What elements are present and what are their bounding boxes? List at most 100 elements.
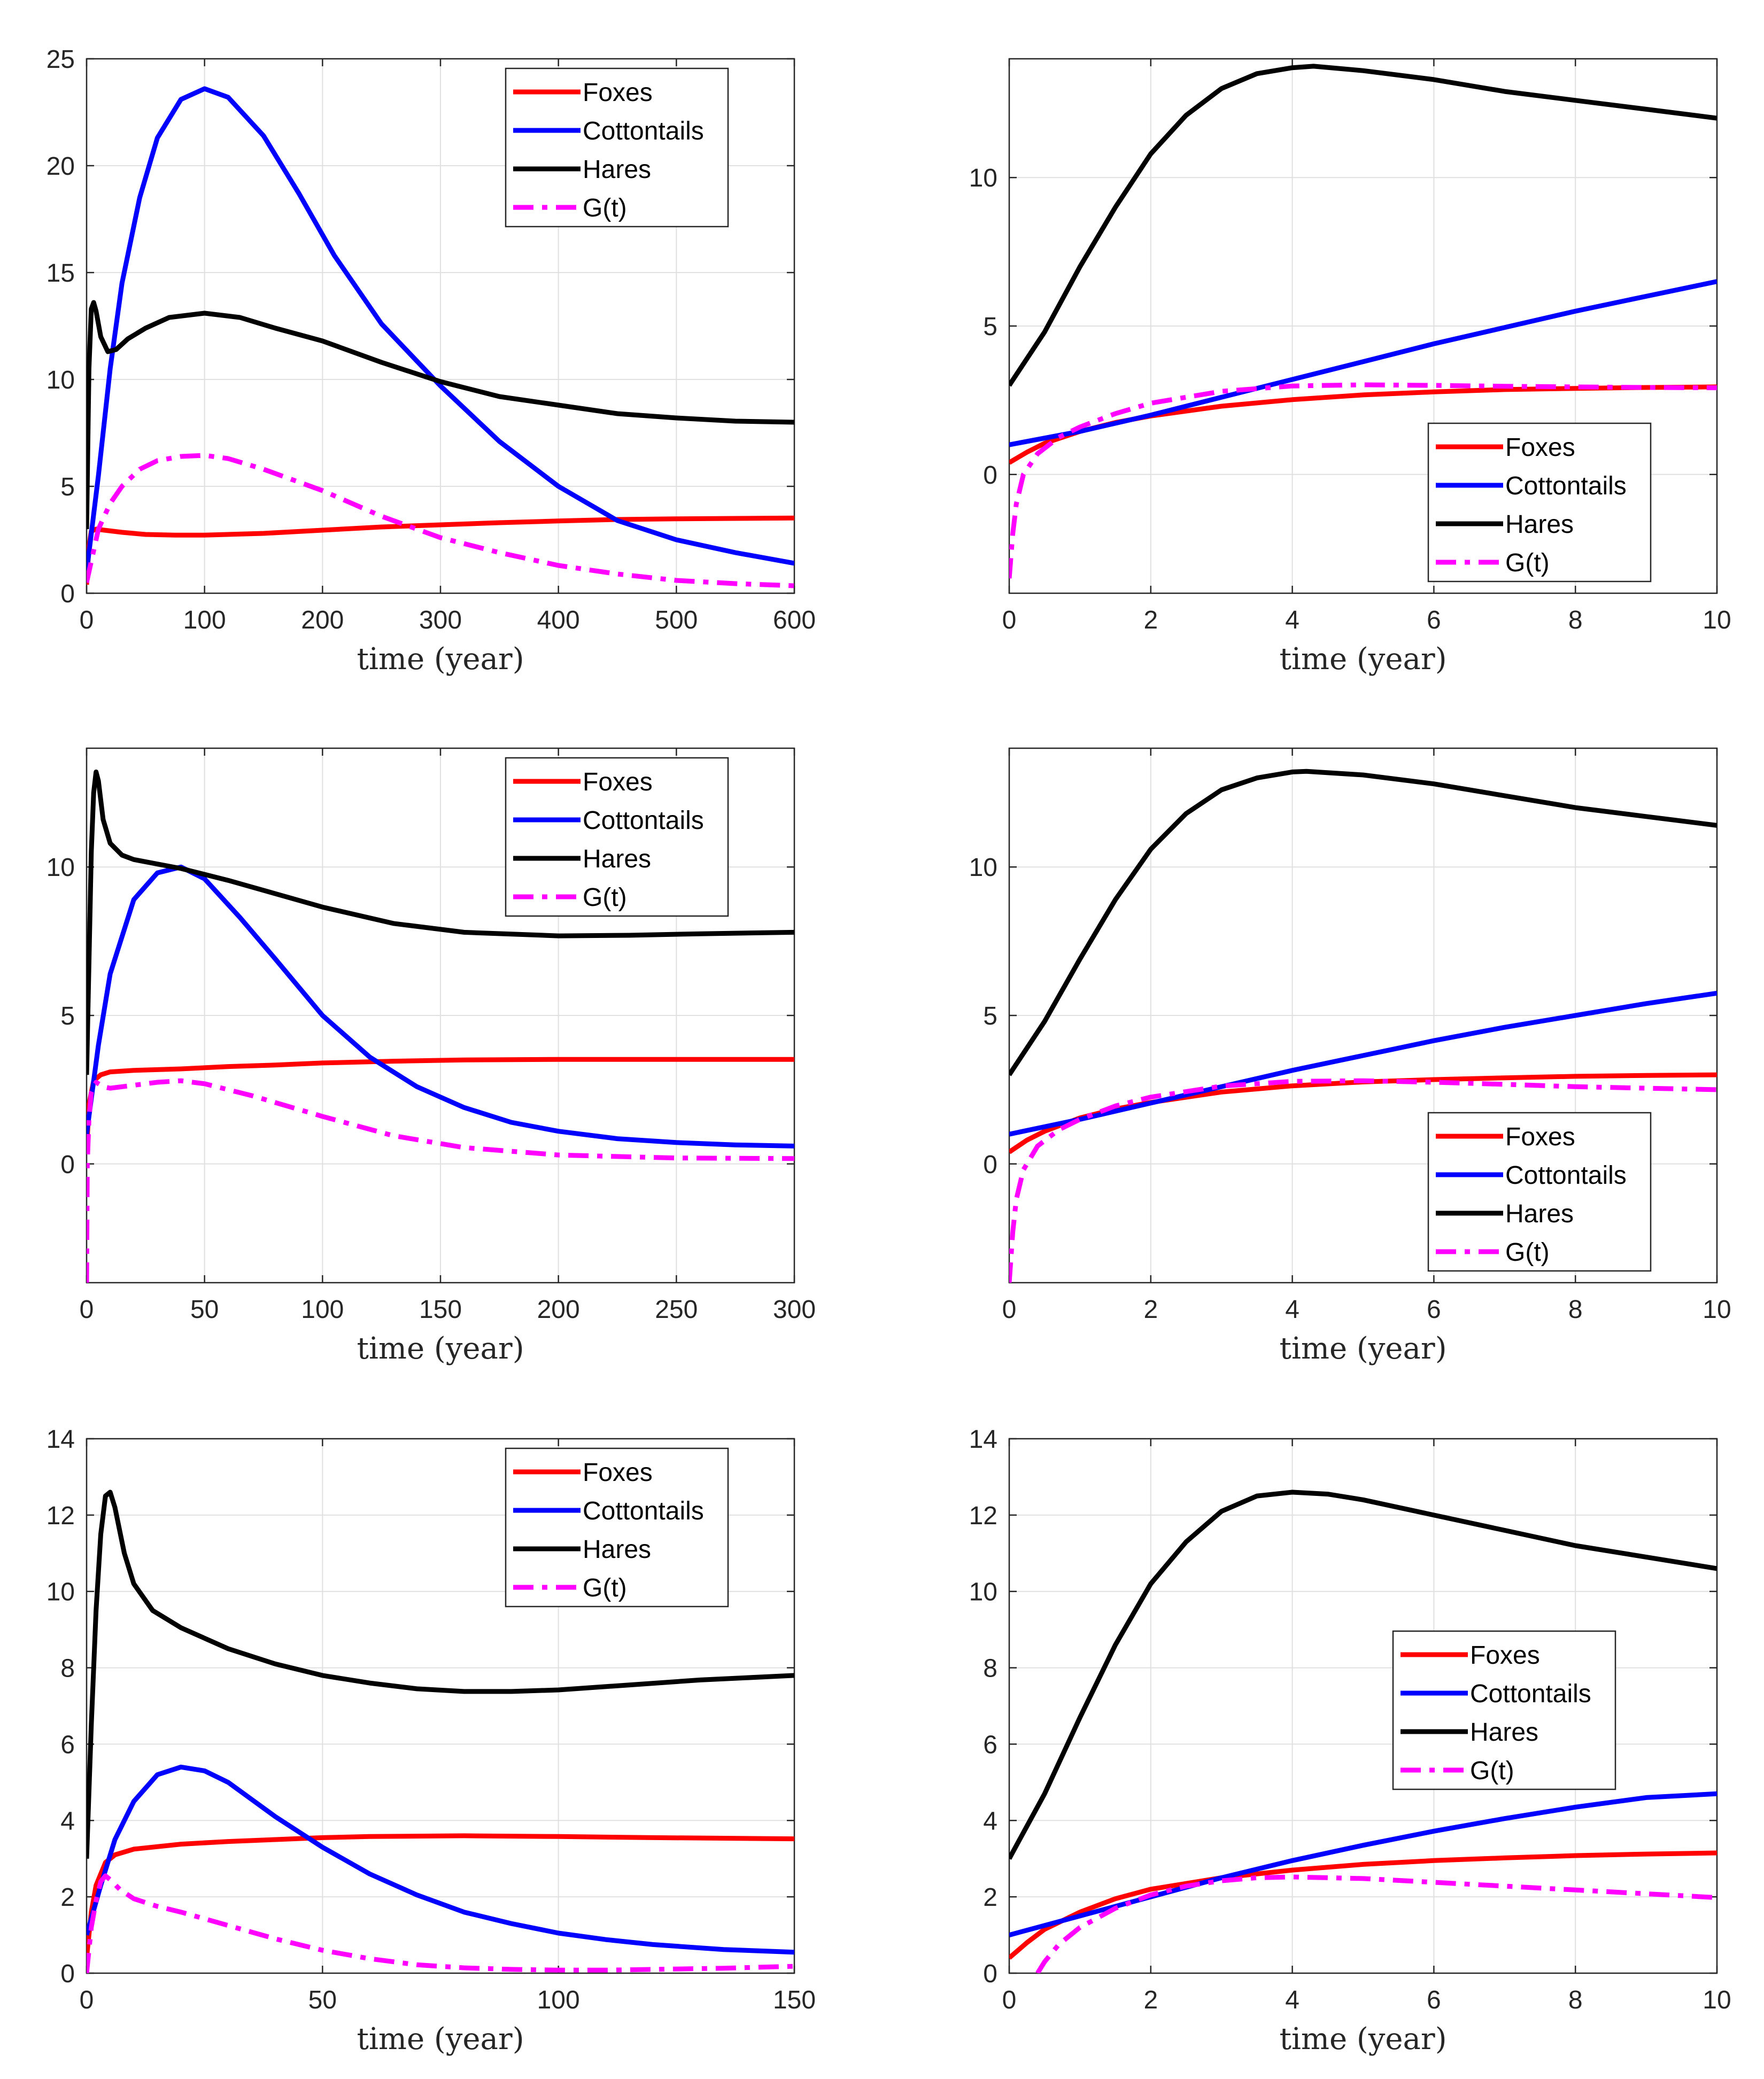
x-tick-label: 150 xyxy=(419,1296,462,1324)
x-axis-label: time (year) xyxy=(1279,1331,1446,1366)
x-tick-label: 400 xyxy=(537,606,580,634)
x-tick-label: 4 xyxy=(1285,606,1299,634)
x-tick-label: 300 xyxy=(419,606,462,634)
x-tick-label: 0 xyxy=(1002,606,1017,634)
x-tick-label: 2 xyxy=(1143,1986,1158,2014)
y-tick-label: 10 xyxy=(969,854,997,882)
legend-label: Foxes xyxy=(1470,1641,1540,1670)
legend-label: Cottontails xyxy=(1505,472,1627,500)
x-tick-label: 100 xyxy=(301,1296,344,1324)
series-cottontails-line xyxy=(87,1764,794,1955)
x-tick-label: 10 xyxy=(1703,606,1731,634)
legend-label: Hares xyxy=(1505,1200,1574,1228)
series-foxes-line xyxy=(1009,1072,1717,1154)
series-cottontails-line xyxy=(87,86,794,572)
series-group xyxy=(87,769,794,1283)
y-tick-label: 4 xyxy=(60,1807,75,1835)
x-tick-label: 0 xyxy=(80,1296,94,1324)
chart-panel-1: 0 100 200 300 400 500 600 0 5 10 15 20 25 time (year)… xyxy=(47,45,816,677)
chart-panel-5: 0 50 100 150 0 2 4 6 8 10 12 14 time (year) Foxes Cott… xyxy=(47,1425,816,2057)
y-tick-label: 8 xyxy=(983,1655,997,1683)
x-tick-label: 250 xyxy=(655,1296,698,1324)
chart-panel-4: 0 2 4 6 8 10 0 5 10 time (year) Foxes Cottontails Ha… xyxy=(969,747,1731,1366)
x-axis-label: time (year) xyxy=(357,642,524,677)
x-tick-label: 0 xyxy=(1002,1296,1017,1324)
legend-label: G(t) xyxy=(1505,1238,1550,1267)
series-group xyxy=(1009,64,1717,579)
legend: Foxes Cottontails Hares G(t) xyxy=(1392,1630,1616,1790)
x-tick-label: 10 xyxy=(1703,1986,1731,2014)
legend-label: G(t) xyxy=(583,194,627,222)
x-tick-label: 10 xyxy=(1703,1296,1731,1324)
x-axis-label: time (year) xyxy=(1279,642,1446,677)
x-tick-label: 6 xyxy=(1427,1986,1441,2014)
legend-label: G(t) xyxy=(583,1574,627,1602)
x-tick-label: 50 xyxy=(308,1986,337,2014)
legend-label: G(t) xyxy=(1470,1757,1514,1785)
y-tick-label: 4 xyxy=(983,1807,997,1835)
legend-label: Cottontails xyxy=(583,806,704,835)
y-tick-label: 0 xyxy=(983,1960,997,1988)
series-hares-line xyxy=(87,1490,794,1859)
x-axis-label: time (year) xyxy=(1279,2022,1446,2057)
legend-label: Hares xyxy=(1505,510,1574,539)
legend: Foxes Cottontails Hares G(t) xyxy=(505,1447,729,1608)
y-tick-label: 12 xyxy=(969,1502,997,1530)
legend: Foxes Cottontails Hares G(t) xyxy=(505,67,729,228)
axes-box xyxy=(1008,1438,1718,1974)
y-tick-label: 10 xyxy=(47,1578,75,1607)
series-cottontails-line xyxy=(1009,990,1717,1137)
series-group xyxy=(87,1490,794,1973)
y-tick-label: 6 xyxy=(60,1731,75,1759)
y-tick-label: 0 xyxy=(983,461,997,490)
axes-box xyxy=(86,1438,795,1974)
legend: Foxes Cottontails Hares G(t) xyxy=(505,757,729,917)
legend-label: G(t) xyxy=(583,883,627,912)
y-tick-label: 5 xyxy=(983,1002,997,1030)
x-tick-label: 300 xyxy=(773,1296,816,1324)
legend-label: Hares xyxy=(1470,1718,1538,1747)
x-tick-label: 200 xyxy=(301,606,344,634)
x-tick-label: 50 xyxy=(190,1296,219,1324)
x-tick-label: 8 xyxy=(1568,1296,1583,1324)
legend-label: Foxes xyxy=(583,79,653,107)
y-tick-label: 10 xyxy=(969,164,997,192)
series-cottontails-line xyxy=(87,864,794,1149)
x-tick-label: 100 xyxy=(183,606,226,634)
grid xyxy=(1009,748,1717,1283)
legend-box xyxy=(1392,1630,1616,1790)
x-tick-label: 0 xyxy=(80,606,94,634)
chart-panel-3: 0 50 100 150 200 250 300 0 5 10 time (year) Foxes Co… xyxy=(47,747,816,1366)
series-hares-line xyxy=(87,300,794,530)
y-tick-label: 6 xyxy=(983,1731,997,1759)
legend-box xyxy=(1427,422,1652,583)
series-gt-line xyxy=(1035,1874,1717,1973)
x-tick-label: 4 xyxy=(1285,1296,1299,1324)
series-hares-line xyxy=(1009,64,1717,387)
series-hares-line xyxy=(87,769,794,1075)
legend-label: Foxes xyxy=(583,768,653,796)
legend-box xyxy=(505,1447,729,1608)
x-tick-label: 600 xyxy=(773,606,816,634)
legend-label: Hares xyxy=(583,845,651,873)
y-tick-label: 15 xyxy=(47,259,75,288)
y-tick-label: 10 xyxy=(47,366,75,394)
legend-label: Cottontails xyxy=(583,1497,704,1525)
x-tick-label: 0 xyxy=(1002,1986,1017,2014)
y-tick-label: 2 xyxy=(60,1883,75,1912)
series-gt-line xyxy=(87,453,794,588)
series-cottontails-line xyxy=(1009,279,1717,447)
x-tick-label: 8 xyxy=(1568,606,1583,634)
x-tick-label: 500 xyxy=(655,606,698,634)
x-tick-label: 0 xyxy=(80,1986,94,2014)
legend-label: Hares xyxy=(583,156,651,184)
x-tick-label: 2 xyxy=(1143,1296,1158,1324)
y-tick-label: 12 xyxy=(47,1502,75,1530)
legend-label: Cottontails xyxy=(583,117,704,145)
x-axis-label: time (year) xyxy=(357,2022,524,2057)
chart-panel-2: 0 2 4 6 8 10 0 5 10 time (year) Foxes Cottontails Ha… xyxy=(969,58,1731,677)
series-foxes-line xyxy=(1009,1850,1717,1960)
legend-label: Foxes xyxy=(1505,433,1575,462)
y-tick-label: 0 xyxy=(60,1960,75,1988)
